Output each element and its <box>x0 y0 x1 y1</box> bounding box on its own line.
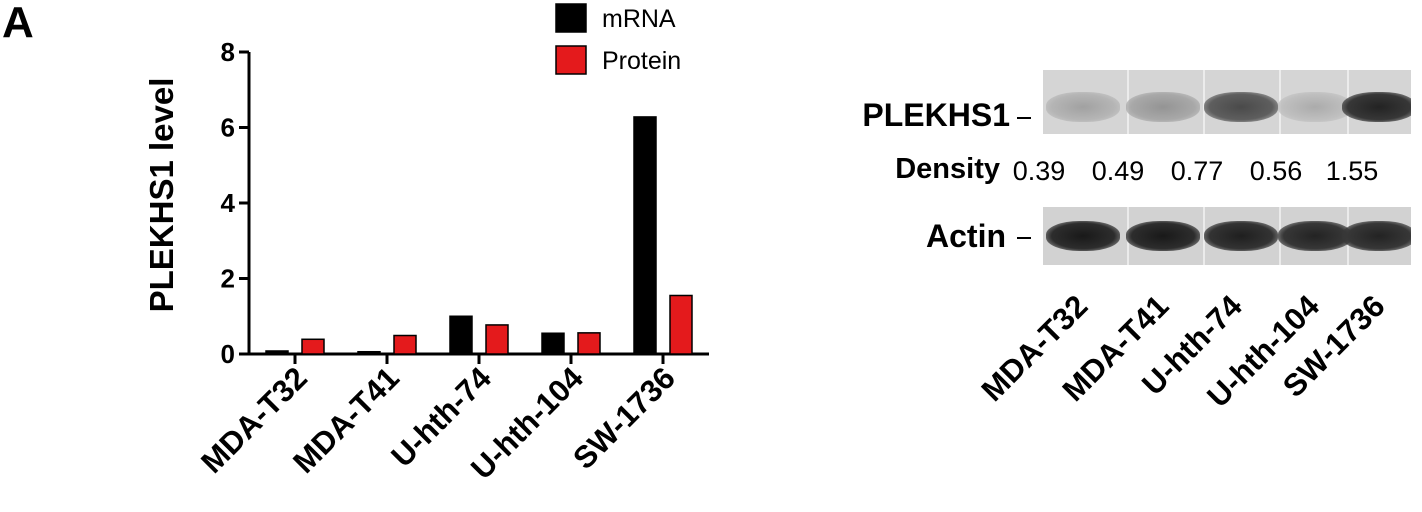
actin-blot-image <box>1043 207 1411 265</box>
actin-band <box>1204 221 1278 251</box>
plekhs1-band <box>1046 92 1120 122</box>
y-tick-label: 4 <box>221 188 236 218</box>
blot-target-label: PLEKHS1 <box>862 97 1010 133</box>
protein-bar <box>485 324 509 355</box>
panel-label: A <box>2 0 34 47</box>
y-tick-label: 2 <box>221 264 235 294</box>
mrna-bar <box>633 116 657 355</box>
y-tick-label: 6 <box>221 113 235 143</box>
density-value: 0.56 <box>1249 156 1303 186</box>
actin-band <box>1046 221 1120 251</box>
mrna-bar <box>265 350 289 355</box>
plekhs1-band <box>1342 92 1411 122</box>
y-tick-label: 0 <box>221 339 235 369</box>
density-value: 0.49 <box>1091 156 1145 186</box>
protein-bar <box>577 332 601 355</box>
legend-swatch-protein <box>555 45 587 75</box>
density-value: 0.39 <box>1012 156 1066 186</box>
actin-band <box>1342 221 1411 251</box>
legend-label-protein: Protein <box>602 47 681 75</box>
legend-label-mrna: mRNA <box>602 5 676 33</box>
mrna-bar <box>357 350 381 355</box>
x-tick-label: SW-1736 <box>566 360 682 476</box>
density-value: 1.55 <box>1325 156 1379 186</box>
protein-bar <box>669 294 693 355</box>
protein-bar <box>301 338 325 355</box>
mrna-bar <box>541 332 565 355</box>
density-value: 0.77 <box>1170 156 1224 186</box>
plekhs1-band <box>1204 92 1278 122</box>
y-tick-label: 8 <box>221 37 235 67</box>
target-label-dash <box>1017 117 1031 119</box>
blot-control-label: Actin <box>926 218 1006 254</box>
y-axis-label: PLEKHS1 level <box>143 78 180 313</box>
control-label-dash <box>1017 237 1031 239</box>
actin-band <box>1126 221 1200 251</box>
legend-swatch-mrna <box>555 3 587 33</box>
plekhs1-band <box>1278 92 1352 122</box>
plekhs1-band <box>1126 92 1200 122</box>
target-blot-image <box>1043 70 1411 134</box>
mrna-bar <box>449 315 473 355</box>
protein-bar <box>393 334 417 355</box>
actin-band <box>1278 221 1352 251</box>
density-label: Density <box>895 153 1000 185</box>
